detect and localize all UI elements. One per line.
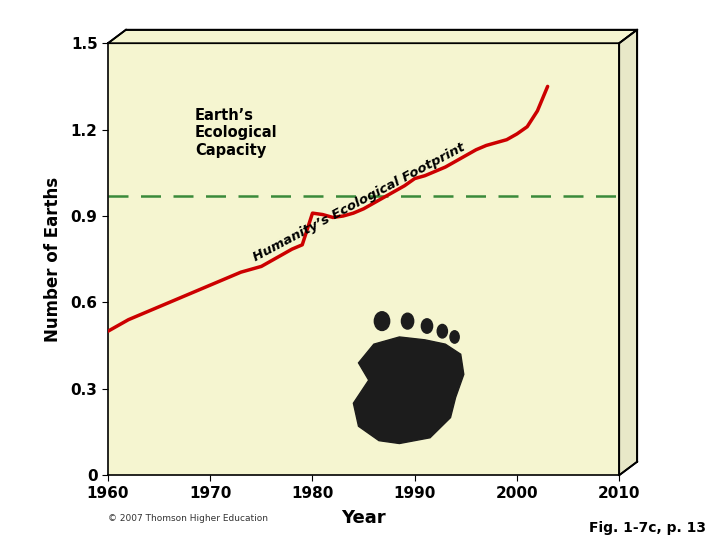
Text: Fig. 1-7c, p. 13: Fig. 1-7c, p. 13 (589, 521, 706, 535)
Ellipse shape (437, 325, 447, 338)
Text: Earth’s
Ecological
Capacity: Earth’s Ecological Capacity (195, 108, 277, 158)
Y-axis label: Number of Earths: Number of Earths (44, 177, 62, 342)
Polygon shape (354, 337, 464, 443)
Ellipse shape (421, 319, 433, 333)
Ellipse shape (402, 313, 414, 329)
X-axis label: Year: Year (341, 509, 386, 527)
Ellipse shape (374, 312, 390, 330)
Text: © 2007 Thomson Higher Education: © 2007 Thomson Higher Education (108, 514, 268, 523)
Ellipse shape (450, 331, 459, 343)
Text: Humanity’s Ecological Footprint: Humanity’s Ecological Footprint (251, 140, 467, 264)
